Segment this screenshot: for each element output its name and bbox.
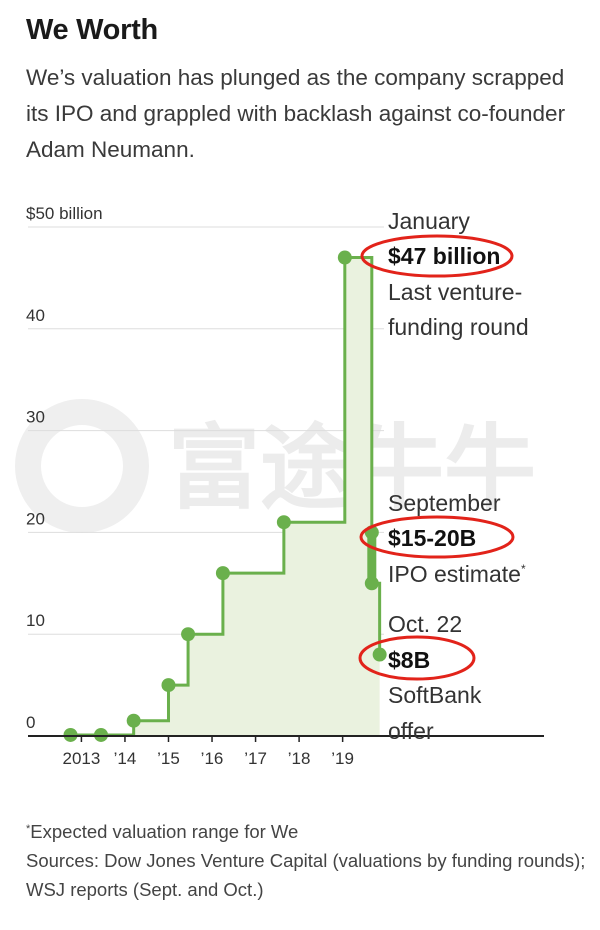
annotation-january-period: January [388,208,470,234]
annotation-october-period: Oct. 22 [388,611,462,637]
highlight-circle [360,234,514,278]
data-point [364,576,379,591]
footnote-text: Expected valuation range for We [30,821,299,842]
y-tick-label: 0 [26,713,35,732]
chart-subtitle: We’s valuation has plunged as the compan… [26,65,566,162]
footnote: *Expected valuation range for We [26,815,586,846]
chart-title: We Worth [26,14,158,46]
annotation-january: January $47 billion Last venture- fundin… [360,208,529,340]
annotation-october-note: offer [388,718,434,744]
chart-canvas: 富途牛牛 $50 billion4030201002013’14’15’16’1… [15,204,544,768]
highlight-circle [359,515,515,559]
x-tick-label: ’16 [201,749,224,768]
data-point [161,678,176,693]
data-point [372,647,387,662]
footnote-mark: * [26,823,31,835]
x-tick-label: 2013 [63,749,101,768]
data-point [215,566,230,581]
y-tick-label: 40 [26,306,45,325]
y-tick-label: 20 [26,509,45,528]
x-tick-label: ’15 [157,749,180,768]
sources-note: Sources: Dow Jones Venture Capital (valu… [26,850,586,900]
x-tick-label: ’18 [288,749,311,768]
annotation-september-period: September [388,490,501,516]
annotation-september-note: IPO estimate* [388,561,526,587]
y-tick-label: 10 [26,611,45,630]
annotation-january-note: Last venture- [388,279,522,305]
area-layer [70,257,380,736]
data-point [181,627,196,642]
points-layer [63,250,387,742]
data-point [63,727,78,742]
x-tick-label: ’17 [244,749,267,768]
chart-footer: *Expected valuation range for We Sources… [26,815,586,904]
data-point [94,727,109,742]
annotation-january-value: $47 billion [388,243,500,269]
x-tick-label: ’19 [331,749,354,768]
annotation-september-value: $15-20B [388,525,476,551]
annotation-january-note: funding round [388,314,529,340]
y-tick-label: $50 billion [26,204,103,223]
annotation-september: September $15-20B IPO estimate* [359,490,526,587]
highlight-circle [358,635,476,681]
data-point [337,250,352,265]
data-point [276,515,291,530]
data-point [126,713,141,728]
x-tick-label: ’14 [114,749,137,768]
axis-layer: $50 billion 40 30 20 10 0 2013 ’14 ’15 ’16 ’17 ’18 ’… [26,204,544,768]
annotation-october-note: SoftBank [388,682,482,708]
valuation-area [70,257,380,736]
annotation-october-value: $8B [388,647,430,673]
y-tick-label: 30 [26,408,45,427]
annotation-october: Oct. 22 $8B SoftBank offer [358,611,482,744]
